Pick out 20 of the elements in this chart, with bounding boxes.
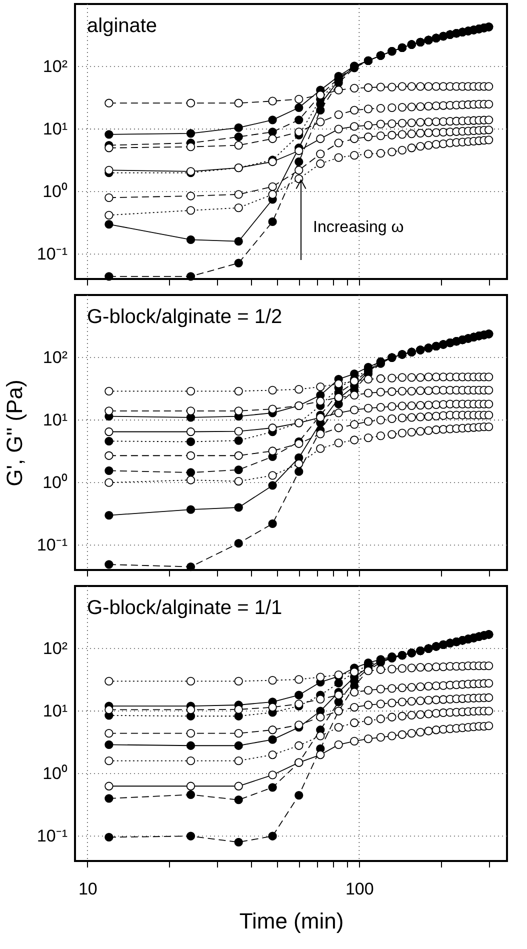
x-tick-label: 100 <box>345 880 374 898</box>
text: G-block/alginate = 1/1 <box>87 597 282 619</box>
text: alginate <box>87 15 158 37</box>
y-tick-label: 10² <box>42 348 68 368</box>
y-tick-label: 10⁻¹ <box>36 244 68 264</box>
y-axis-title: G', G'' (Pa) <box>2 380 27 486</box>
annotation: Increasing ω <box>313 219 404 236</box>
x-tick-label: 10 <box>78 880 98 898</box>
y-tick-label: 10⁻¹ <box>36 826 68 846</box>
y-tick-label: 10⁻¹ <box>36 536 68 555</box>
y-tick-label: 10⁰ <box>42 473 68 492</box>
y-tick-label: 10⁰ <box>42 764 68 784</box>
y-tick-label: 10¹ <box>42 120 68 139</box>
y-tick-label: 10¹ <box>42 410 68 430</box>
y-tick-label: 10² <box>42 639 68 658</box>
y-tick-label: 10² <box>42 57 68 76</box>
x-axis-title: Time (min) <box>239 908 344 934</box>
y-tick-label: 10⁰ <box>42 182 68 202</box>
y-tick-label: 10¹ <box>42 702 68 721</box>
text: G-block/alginate = 1/2 <box>87 306 282 328</box>
